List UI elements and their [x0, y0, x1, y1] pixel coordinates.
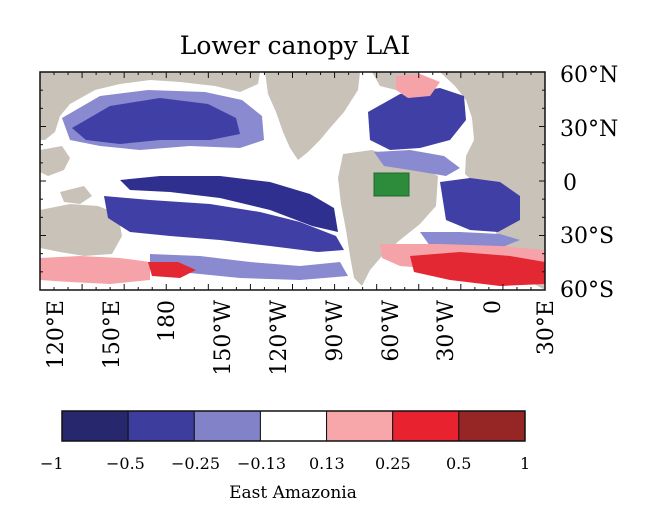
east-amazonia-region-box	[373, 172, 410, 197]
lat-label-30s: 30°S	[560, 224, 614, 249]
map-panel	[39, 71, 546, 291]
colorbar-frame	[61, 410, 526, 442]
land-north-america	[265, 72, 360, 160]
colorbar-title: East Amazonia	[229, 483, 357, 503]
anomaly-south-pacific-red	[148, 262, 196, 278]
land-south-america	[338, 150, 438, 286]
land-asia-north	[40, 72, 260, 140]
anomaly-satlantic-dark	[440, 178, 520, 232]
longitude-labels: 120°E 150°E 180 150°W 120°W 90°W 60°W 30…	[44, 300, 559, 376]
lat-label-60s: 60°S	[560, 278, 614, 303]
colorbar: −1 −0.5 −0.25 −0.13 0.13 0.25 0.5 1 East…	[40, 410, 530, 503]
land-maritime-islands	[60, 186, 92, 204]
land-australia	[40, 204, 122, 256]
colorbar-cell	[392, 410, 460, 442]
lon-label-30e: 30°E	[534, 300, 559, 355]
lon-label-120w: 120°W	[267, 300, 292, 376]
colorbar-cell	[127, 410, 195, 442]
latitude-labels: 60°N 30°N 0 30°S 60°S	[560, 63, 618, 303]
cb-label-2: −0.25	[171, 454, 220, 473]
lon-label-150e: 150°E	[100, 300, 125, 369]
cb-label-5: 0.25	[375, 454, 411, 473]
cb-label-3: −0.13	[237, 454, 286, 473]
anomaly-eqpacific-dark	[120, 176, 338, 232]
anomaly-spacific-light	[150, 254, 348, 280]
cb-label-6: 0.5	[446, 454, 471, 473]
lon-label-180: 180	[155, 300, 180, 342]
negative-anomaly-regions	[62, 88, 520, 280]
colorbar-cell	[61, 410, 129, 442]
lon-label-90w: 90°W	[323, 300, 348, 362]
lon-label-120e: 120°E	[44, 300, 69, 369]
lat-label-0: 0	[563, 171, 577, 196]
anomaly-north-pink	[396, 74, 440, 98]
colorbar-cell	[259, 410, 328, 442]
anomaly-natlantic-light	[374, 150, 460, 176]
cb-label-0: −1	[40, 454, 64, 473]
lon-label-150w: 150°W	[211, 300, 236, 376]
anomaly-south-pacific-pink	[40, 256, 150, 284]
land-southeast-asia	[40, 146, 70, 176]
lon-label-0: 0	[481, 300, 506, 314]
anomaly-natlantic-mid	[368, 88, 466, 150]
colorbar-cell	[458, 410, 526, 442]
colorbar-cell	[193, 410, 261, 442]
anomaly-spacific-mid	[104, 196, 344, 252]
cb-label-4: 0.13	[309, 454, 345, 473]
lat-label-30n: 30°N	[560, 117, 618, 142]
anomaly-south-atlantic-red	[410, 252, 545, 286]
lon-label-60w: 60°W	[379, 300, 404, 362]
cb-label-1: −0.5	[106, 454, 145, 473]
positive-anomaly-regions	[40, 74, 545, 286]
map-title: Lower canopy LAI	[180, 31, 410, 60]
cb-label-7: 1	[520, 454, 530, 473]
map-ticks	[39, 71, 546, 291]
lon-label-30w: 30°W	[434, 300, 459, 362]
colorbar-tick-labels: −1 −0.5 −0.25 −0.13 0.13 0.25 0.5 1	[40, 454, 530, 473]
anomaly-npacific-dark	[72, 98, 240, 144]
colorbar-cells	[61, 410, 526, 442]
colorbar-cell	[326, 410, 394, 442]
anomaly-sindian-light	[420, 232, 520, 248]
lat-label-60n: 60°N	[560, 63, 618, 88]
